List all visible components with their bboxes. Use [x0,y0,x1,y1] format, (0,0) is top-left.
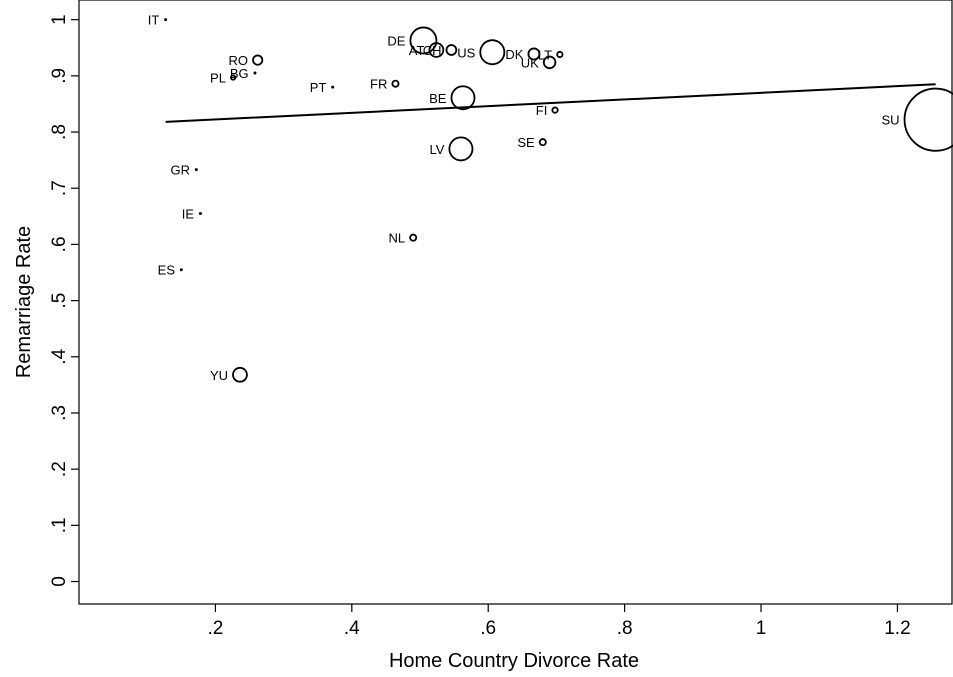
y-tick-label: .2 [49,461,70,477]
scatter-point [164,18,168,22]
y-tick-label: 1 [49,14,70,25]
x-axis: .2 .4 .6 .8 1 1.2 [207,604,911,639]
point-label: RO [229,53,249,68]
scatter-point [409,233,418,242]
scatter-point [232,366,248,383]
x-axis-title: Home Country Divorce Rate [389,650,639,672]
point-label: US [457,45,475,60]
x-tick-label: .8 [617,618,633,639]
scatter-point [542,55,557,70]
y-tick-label: 0 [49,576,70,587]
point-label: DK [505,47,523,62]
scatter-point [428,42,445,58]
scatter-point [448,136,474,162]
scatter-point [445,44,458,56]
point-label: UK [521,55,539,70]
scatter-point [194,168,198,172]
point-label: LT [538,48,552,63]
y-tick-label: .6 [49,236,70,252]
scatter-point [527,47,541,61]
y-tick-label: .1 [49,517,70,533]
x-tick-label: .4 [344,618,360,639]
point-label: LV [429,142,444,157]
y-tick-label: .3 [49,405,70,421]
scatter-point [556,50,564,59]
scatter-point [198,212,202,216]
point-label: ES [158,263,176,278]
scatter-point [479,39,506,66]
x-tick-label: 1 [756,618,767,639]
x-tick-label: .2 [207,618,223,639]
scatter-point [409,26,438,55]
point-label: FR [370,77,387,92]
x-tick-label: .6 [480,618,496,639]
scatter-point [331,85,335,89]
point-label: CH [423,43,442,58]
point-label: NL [388,231,405,246]
scatter-point [450,85,476,111]
point-label: BE [429,91,447,106]
point-label: PL [210,71,226,86]
point-label: SU [881,113,899,128]
point-label: YU [210,368,228,383]
point-label: IE [182,207,195,222]
plot-area-frame [78,0,953,605]
point-label: AT [409,43,425,58]
point-label: IT [148,13,160,28]
x-tick-label: 1.2 [884,618,910,639]
scatter-point [230,74,237,81]
scatter-point [538,138,547,147]
y-tick-label: .9 [49,68,70,84]
scatter-point [903,87,953,152]
y-tick-label: .8 [49,124,70,140]
point-label: SE [517,135,535,150]
point-label: PT [310,80,327,95]
point-label: GR [171,163,191,178]
fit-line [165,83,936,123]
scatter-point [551,106,559,114]
y-axis-title: Remarriage Rate [13,226,35,378]
y-axis: 0 .1 .2 .3 .4 .5 .6 .7 .8 .9 1 [49,14,79,587]
y-tick-label: .7 [49,180,70,196]
point-label: FI [536,103,548,118]
fit-line-group [165,83,936,123]
y-tick-label: .5 [49,293,70,309]
scatter-point [179,268,183,272]
scatter-point [391,79,400,88]
scatter-point [252,54,264,66]
scatter-point [253,71,257,75]
y-tick-label: .4 [49,348,70,364]
point-label: DE [387,33,405,48]
